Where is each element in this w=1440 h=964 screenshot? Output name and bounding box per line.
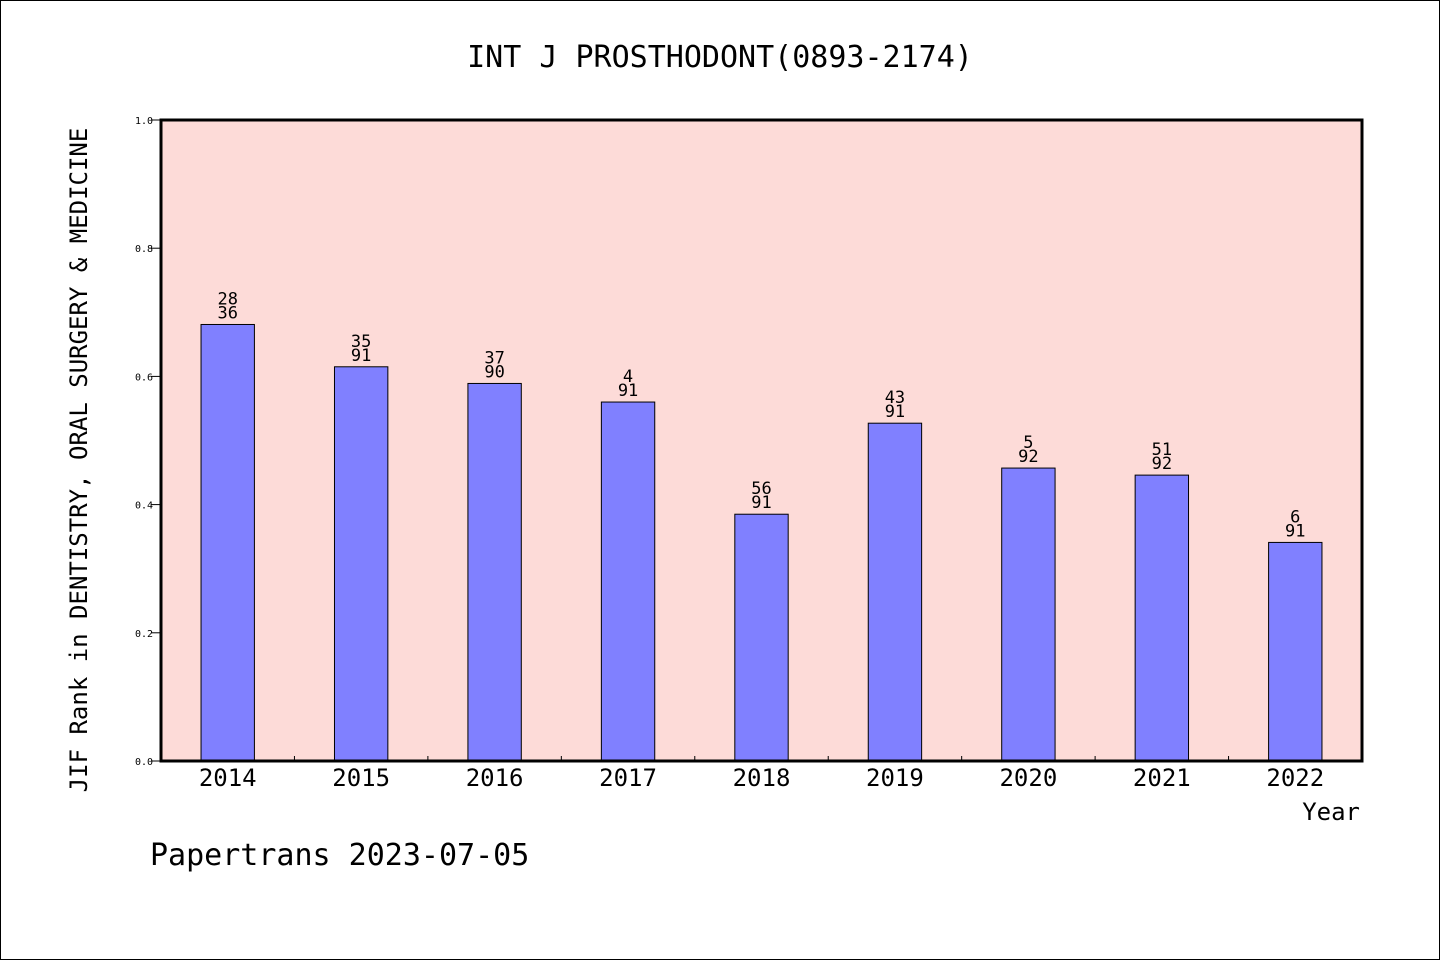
bar — [200, 323, 255, 762]
y-axis-label: JIF Rank in DENTISTRY, ORAL SURGERY & ME… — [65, 128, 93, 793]
bar-label-bottom: 91 — [1285, 521, 1305, 541]
bar-label-top: 43 — [885, 388, 905, 408]
bar — [734, 513, 789, 762]
bar — [600, 401, 656, 762]
chart-title: INT J PROSTHODONT(0893-2174) — [467, 40, 973, 75]
bar-label-bottom: 91 — [618, 381, 638, 401]
bar-label-top: 28 — [217, 289, 237, 309]
x-tick-label: 2021 — [1133, 764, 1191, 792]
plot-border — [159, 118, 1364, 763]
x-tick-label: 2014 — [199, 764, 257, 792]
bar-label-bottom: 91 — [885, 402, 905, 422]
bar-label-top: 51 — [1152, 440, 1172, 460]
x-tick-label: 2019 — [866, 764, 924, 792]
bar — [867, 422, 923, 762]
bar — [333, 366, 389, 762]
footer-credit: Papertrans 2023-07-05 — [150, 838, 529, 873]
bar-label-bottom: 90 — [484, 362, 504, 382]
y-tick-label: 0.0 — [135, 757, 153, 768]
x-tick-label: 2017 — [599, 764, 657, 792]
x-axis-label: Year — [1302, 798, 1360, 826]
y-tick-label: 0.6 — [135, 372, 153, 383]
bar-label-top: 6 — [1290, 507, 1300, 527]
bars — [200, 323, 1323, 762]
x-axis: 2014 2015 2016 2017 2018 2019 2020 2021 2022 — [199, 756, 1324, 792]
y-tick-label: 0.8 — [135, 244, 153, 255]
bar — [1134, 474, 1190, 762]
bar — [467, 382, 522, 762]
x-tick-label: 2022 — [1266, 764, 1324, 792]
y-tick-label: 1.0 — [135, 116, 153, 127]
bar-label-top: 4 — [623, 367, 633, 387]
bar-label-top: 35 — [351, 332, 371, 352]
bar-label-bottom: 91 — [751, 493, 771, 513]
y-tick-label: 0.2 — [135, 629, 153, 640]
x-tick-label: 2020 — [999, 764, 1057, 792]
x-tick-label: 2016 — [466, 764, 524, 792]
bar-label-top: 5 — [1023, 433, 1033, 453]
bar-label-bottom: 92 — [1018, 447, 1038, 467]
bar-label-bottom: 36 — [217, 303, 237, 323]
bar-label-top: 37 — [484, 348, 504, 368]
bar — [1268, 541, 1323, 762]
x-tick-label: 2018 — [733, 764, 791, 792]
y-tick-label: 0.4 — [135, 501, 153, 512]
y-axis: 0.0 0.2 0.4 0.6 0.8 1.0 — [135, 116, 161, 768]
x-tick-label: 2015 — [332, 764, 390, 792]
bar-label-bottom: 91 — [351, 346, 371, 366]
bar-label-bottom: 92 — [1152, 454, 1172, 474]
bar-label-top: 56 — [751, 479, 771, 499]
bar — [1001, 467, 1056, 762]
